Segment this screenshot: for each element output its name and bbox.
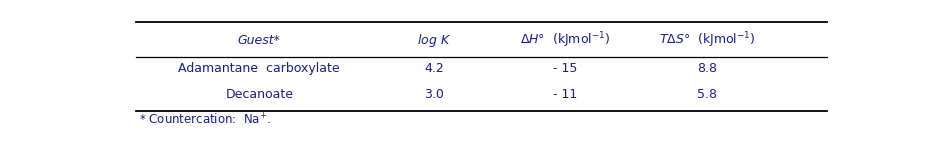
Text: Guest*: Guest*	[238, 34, 281, 47]
Text: $\it{\Delta}H$°  (kJmol$^{-1}$): $\it{\Delta}H$° (kJmol$^{-1}$)	[519, 31, 610, 50]
Text: - 15: - 15	[553, 62, 577, 75]
Text: 3.0: 3.0	[424, 88, 444, 101]
Text: 8.8: 8.8	[697, 62, 716, 75]
Text: - 11: - 11	[553, 88, 577, 101]
Text: Adamantane  carboxylate: Adamantane carboxylate	[178, 62, 340, 75]
Text: log $\it{K}$: log $\it{K}$	[417, 32, 451, 49]
Text: Decanoate: Decanoate	[225, 88, 293, 101]
Text: 4.2: 4.2	[424, 62, 444, 75]
Text: * Countercation:  Na$^{+}$.: * Countercation: Na$^{+}$.	[139, 113, 271, 128]
Text: $\it{T\Delta}S$°  (kJmol$^{-1}$): $\it{T\Delta}S$° (kJmol$^{-1}$)	[658, 31, 755, 50]
Text: 5.8: 5.8	[697, 88, 716, 101]
